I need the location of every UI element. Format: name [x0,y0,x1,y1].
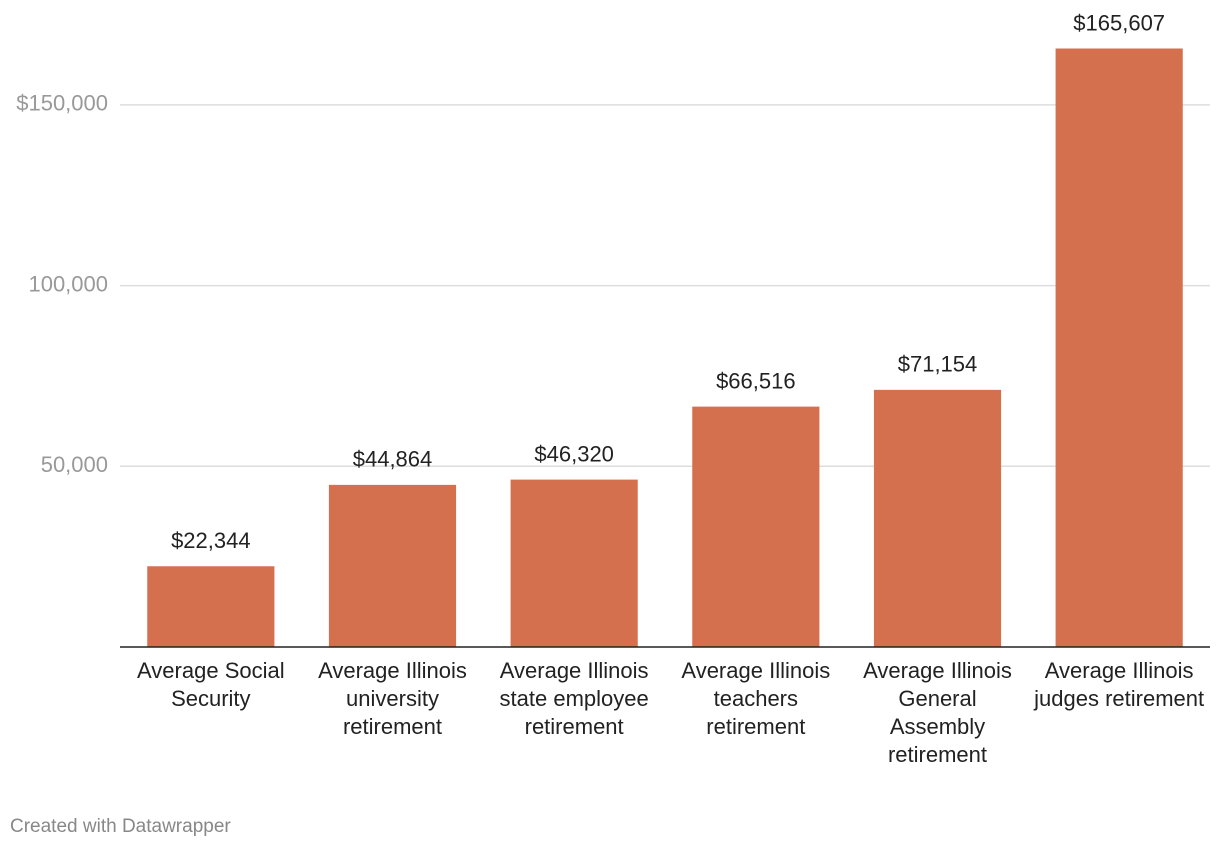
bar [147,566,275,647]
value-label: $22,344 [171,528,251,553]
bar [692,406,820,647]
credit: Created with Datawrapper [10,816,231,837]
x-tick-label: Average Illinois state employee retireme… [499,658,649,739]
value-label: $71,154 [898,352,978,377]
x-tick-label: Average Illinois teachers retirement [681,658,831,739]
x-tick-label: Average Social Security [137,658,285,711]
bar [873,389,1002,647]
y-tick-label: $150,000 [16,91,108,116]
value-label: $46,320 [534,441,614,466]
value-label: $165,607 [1073,10,1165,35]
bar [1055,48,1183,648]
y-tick-label: 100,000 [28,271,108,296]
bar [510,479,638,647]
y-tick-label: 50,000 [41,452,108,477]
x-tick-label: Average Illinois judges retirement [1034,658,1205,711]
x-tick-label: Average Illinois university retirement [318,658,467,739]
x-tick-label: Average Illinois General Assembly retire… [863,658,1012,767]
value-label: $44,864 [353,447,433,472]
bar [328,484,457,647]
value-label: $66,516 [716,368,796,393]
